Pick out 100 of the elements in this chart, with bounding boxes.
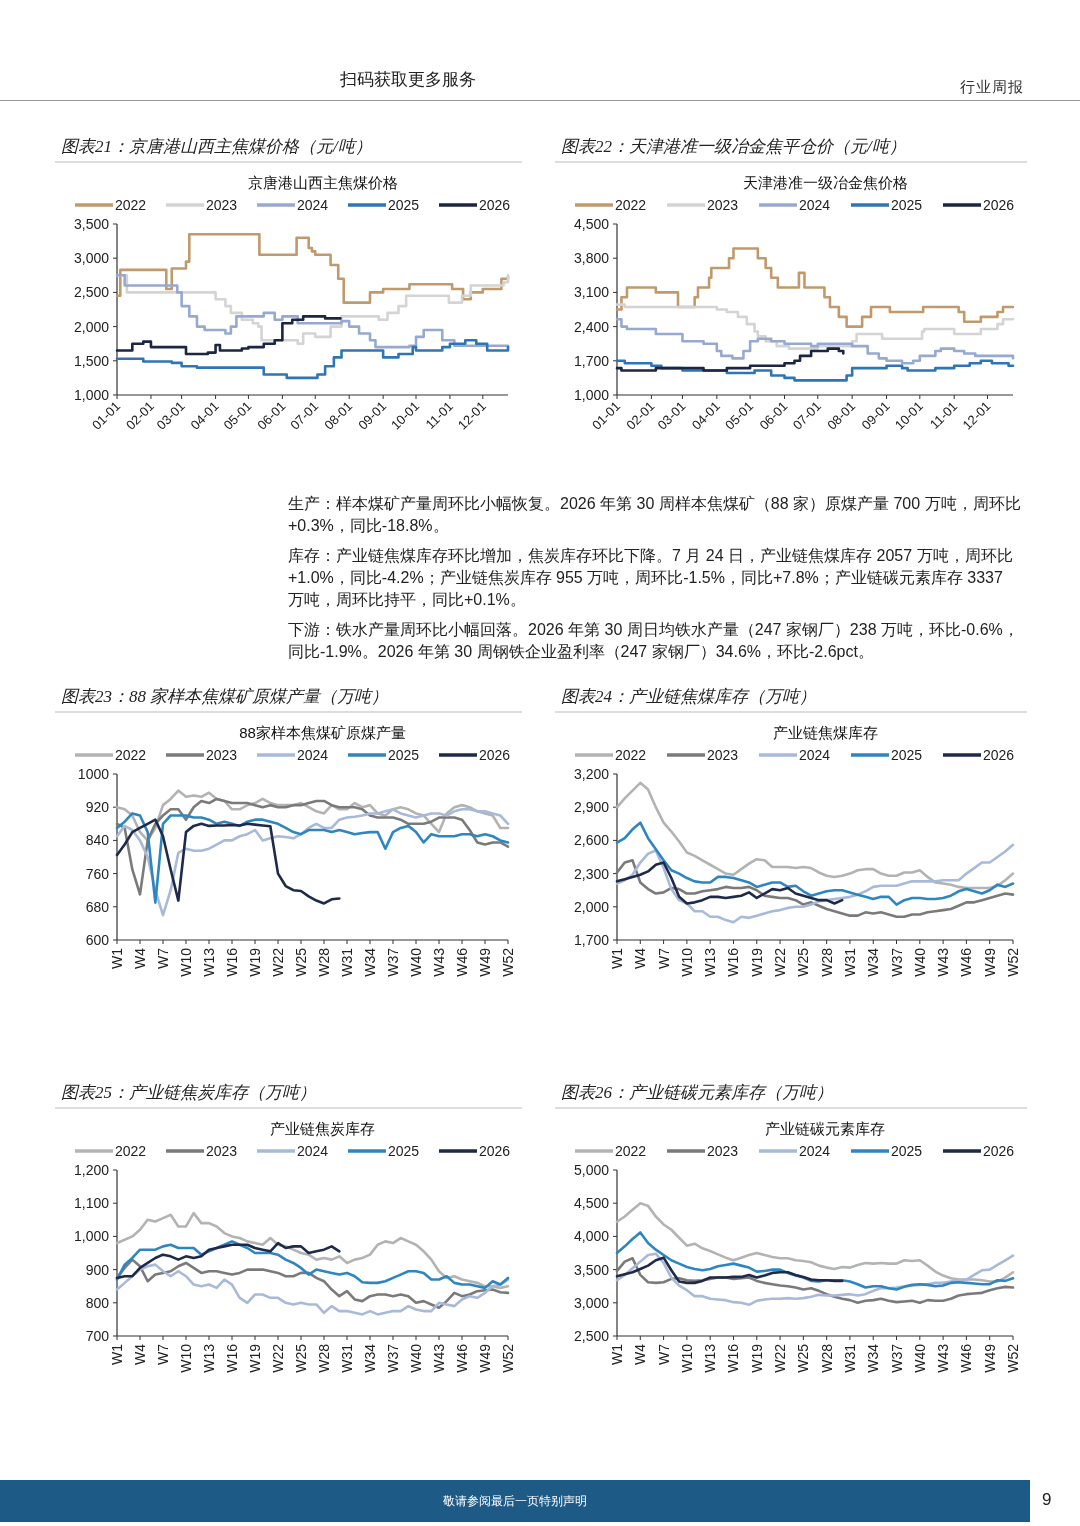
- x-tick-label: W31: [339, 1343, 355, 1373]
- y-tick-label: 2,300: [573, 865, 610, 882]
- x-tick-label: W43: [431, 947, 447, 977]
- x-tick-label: W46: [958, 947, 975, 977]
- x-tick-label: W28: [316, 1343, 332, 1373]
- line-series: [615, 1256, 844, 1285]
- legend-label: 2025: [388, 747, 420, 763]
- x-tick-label: W40: [408, 947, 424, 977]
- y-tick-label: 1,000: [73, 387, 110, 403]
- x-tick-label: W31: [339, 947, 355, 977]
- legend-label: 2022: [115, 1143, 147, 1159]
- line-series: [115, 807, 510, 917]
- legend-label: 2024: [799, 197, 831, 213]
- y-tick-label: 1,100: [73, 1195, 110, 1212]
- y-tick-label: 5,000: [573, 1162, 610, 1178]
- text: 9: [1042, 1490, 1052, 1510]
- legend-label: 2022: [615, 747, 647, 763]
- text: 下游：铁水产量周环比小幅回落。2026 年第 30 周日均铁水产量（247 家钢厂）238 万吨，环比-0.6%，同比-1.9%。2026 年第 30 周钢铁企业盈利率（247 家钢厂）34.6%，环比-2.6pct。: [288, 620, 1020, 662]
- x-tick-label: W16: [224, 1343, 240, 1373]
- legend-label: 2023: [206, 747, 238, 763]
- x-tick-label: W28: [818, 947, 835, 977]
- x-tick-label: W1: [109, 1343, 125, 1365]
- y-tick-label: 2,000: [73, 318, 110, 335]
- x-tick-label: W49: [477, 947, 493, 977]
- x-tick-label: W4: [132, 947, 148, 969]
- legend-label: 2023: [707, 197, 739, 213]
- legend-label: 2024: [799, 747, 831, 763]
- legend-label: 2025: [388, 1143, 420, 1159]
- y-tick-label: 3,500: [73, 216, 110, 232]
- legend-label: 2025: [891, 747, 923, 763]
- x-tick-label: W43: [935, 1343, 952, 1373]
- x-tick-label: W28: [818, 1343, 835, 1373]
- x-tick-label: W52: [500, 947, 516, 977]
- line-series: [615, 821, 1015, 906]
- line-series: [115, 797, 510, 896]
- legend-label: 2022: [115, 197, 147, 213]
- x-tick-label: W46: [454, 1343, 470, 1373]
- y-tick-label: 4,500: [573, 1195, 610, 1212]
- x-tick-label: W34: [362, 1343, 378, 1373]
- x-tick-label: W31: [841, 947, 858, 977]
- line-series: [615, 861, 844, 905]
- x-tick-label: W52: [1005, 947, 1021, 977]
- x-tick-label: W25: [293, 1343, 309, 1373]
- x-tick-label: W34: [865, 947, 882, 977]
- x-tick-label: W13: [702, 947, 719, 977]
- x-tick-label: W1: [109, 947, 125, 969]
- x-tick-label: W37: [888, 947, 905, 977]
- line-series: [115, 818, 341, 905]
- x-tick-label: W40: [911, 1343, 928, 1373]
- x-tick-label: W7: [655, 1343, 672, 1365]
- line-series: [115, 1240, 510, 1290]
- y-tick-label: 3,800: [573, 250, 610, 267]
- x-tick-label: W25: [795, 1343, 812, 1373]
- x-tick-label: W4: [132, 1343, 148, 1365]
- legend-label: 2026: [983, 1143, 1015, 1159]
- x-tick-label: W13: [702, 1343, 719, 1373]
- chart-subtitle: 88家样本焦煤矿原煤产量: [239, 724, 406, 741]
- text: 生产：样本煤矿产量周环比小幅恢复。2026 年第 30 周样本焦煤矿（88 家）原煤产量 700 万吨，周环比+0.3%，同比-18.8%。: [288, 494, 1022, 536]
- line-series: [615, 859, 1015, 919]
- x-tick-label: W4: [632, 1343, 649, 1365]
- chart-title: 图表23：88 家样本焦煤矿原煤产量（万吨）: [61, 687, 389, 706]
- legend-label: 2026: [983, 197, 1015, 213]
- line-series: [615, 1201, 1015, 1283]
- legend-label: 2022: [615, 197, 647, 213]
- y-tick-label: 4,500: [573, 216, 610, 232]
- legend-label: 2024: [297, 747, 329, 763]
- x-tick-label: W10: [178, 1343, 194, 1373]
- chart-subtitle: 产业链焦炭库存: [270, 1120, 375, 1137]
- x-tick-label: W49: [981, 947, 998, 977]
- y-tick-label: 3,000: [73, 250, 110, 267]
- chart-title: 图表21：京唐港山西主焦煤价格（元/吨）: [61, 137, 372, 156]
- x-tick-label: W19: [247, 947, 263, 977]
- x-tick-label: W7: [155, 947, 171, 969]
- legend-label: 2023: [206, 197, 238, 213]
- chart-title: 图表24：产业链焦煤库存（万吨）: [561, 687, 816, 706]
- text: 敬请参阅最后一页特别声明: [442, 1493, 588, 1510]
- x-tick-label: W13: [201, 947, 217, 977]
- x-tick-label: W19: [247, 1343, 263, 1373]
- y-tick-label: 3,200: [573, 766, 610, 782]
- legend-label: 2026: [479, 1143, 511, 1159]
- line-series: [115, 812, 510, 904]
- x-tick-label: W13: [201, 1343, 217, 1373]
- y-tick-label: 700: [85, 1328, 110, 1344]
- y-tick-label: 1,700: [573, 352, 610, 369]
- chart-subtitle: 京唐港山西主焦煤价格: [247, 174, 398, 191]
- x-tick-label: W7: [655, 947, 672, 969]
- y-tick-label: 1000: [77, 766, 110, 782]
- x-tick-label: W49: [477, 1343, 493, 1373]
- y-tick-label: 600: [85, 932, 110, 948]
- chart-subtitle: 产业链碳元素库存: [765, 1120, 885, 1137]
- legend-label: 2026: [983, 747, 1015, 763]
- x-tick-label: W1: [609, 1343, 625, 1365]
- legend-label: 2024: [799, 1143, 831, 1159]
- x-tick-label: W10: [678, 1343, 695, 1373]
- chart-subtitle: 产业链焦煤库存: [772, 724, 878, 741]
- x-tick-label: W46: [454, 947, 470, 977]
- x-tick-label: W10: [678, 947, 695, 977]
- y-tick-label: 2,000: [573, 898, 610, 915]
- x-tick-label: W25: [795, 947, 812, 977]
- legend-label: 2024: [297, 1143, 329, 1159]
